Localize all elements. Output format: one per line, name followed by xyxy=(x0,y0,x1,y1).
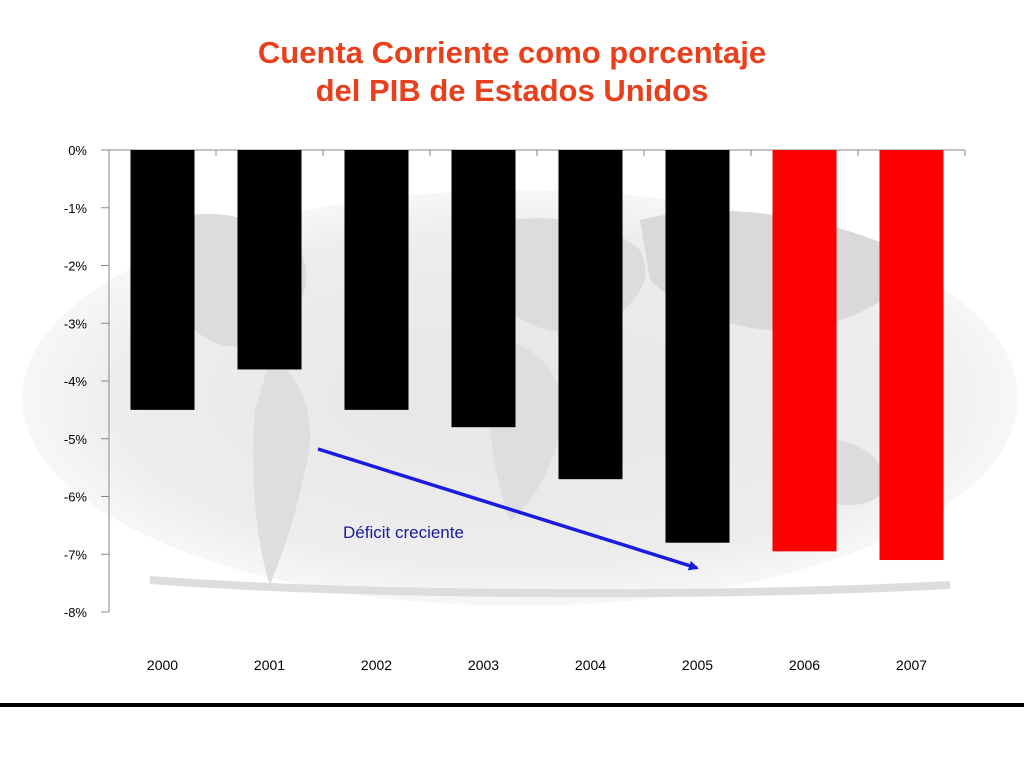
bar-2001 xyxy=(237,150,302,370)
x-tick-label-2005: 2005 xyxy=(682,657,713,673)
y-tick-label: -5% xyxy=(64,432,88,447)
x-tick-label-2003: 2003 xyxy=(468,657,499,673)
bar-2003 xyxy=(451,150,516,428)
bottom-divider xyxy=(0,703,1024,707)
deficit-arrow-annotation: Déficit creciente xyxy=(317,447,699,571)
y-tick-label: -4% xyxy=(64,374,88,389)
y-tick-label: -8% xyxy=(64,605,88,620)
y-tick-label: -7% xyxy=(64,547,88,562)
bar-2005 xyxy=(665,150,730,543)
y-tick-label: -3% xyxy=(64,316,88,331)
bar-2004 xyxy=(558,150,623,480)
y-axis-ticks: 0% -1% -2% -3% -4% -5% -6% -7% -8% xyxy=(64,143,109,620)
x-axis-ticks xyxy=(108,150,966,156)
bar-chart: 0%-1%-2%-3%-4%-5%-6%-7%-8% 2000 2001 2002 2… xyxy=(22,143,1018,673)
x-tick-label-2002: 2002 xyxy=(361,657,392,673)
x-tick-label-2001: 2001 xyxy=(254,657,285,673)
x-tick-label-2007: 2007 xyxy=(896,657,927,673)
x-tick-label-2004: 2004 xyxy=(575,657,606,673)
bar-2006 xyxy=(772,150,837,552)
y-tick-label: -6% xyxy=(64,490,88,505)
chart-title-line-2: del PIB de Estados Unidos xyxy=(315,73,709,108)
x-tick-label-2000: 2000 xyxy=(147,657,178,673)
bar-2007 xyxy=(879,150,944,561)
y-tick-label: 0% xyxy=(68,143,87,158)
y-tick-label: -2% xyxy=(64,259,88,274)
y-axis: 0% -1% -2% -3% -4% -5% -6% -7% -8% xyxy=(64,143,110,620)
bar-2002 xyxy=(344,150,409,410)
x-axis xyxy=(108,149,966,156)
x-tick-label-2006: 2006 xyxy=(789,657,820,673)
deficit-label: Déficit creciente xyxy=(343,523,464,542)
chart-title: Cuenta Corriente como porcentaje del PIB… xyxy=(0,34,1024,110)
y-tick-label: -1% xyxy=(64,201,88,216)
bars-group xyxy=(130,150,944,561)
bar-2000 xyxy=(130,150,195,410)
chart-title-line-1: Cuenta Corriente como porcentaje xyxy=(257,35,767,70)
x-tick-labels: 2000 2001 2002 2003 2004 2005 2006 2007 xyxy=(147,657,927,673)
deficit-arrow xyxy=(317,447,699,571)
